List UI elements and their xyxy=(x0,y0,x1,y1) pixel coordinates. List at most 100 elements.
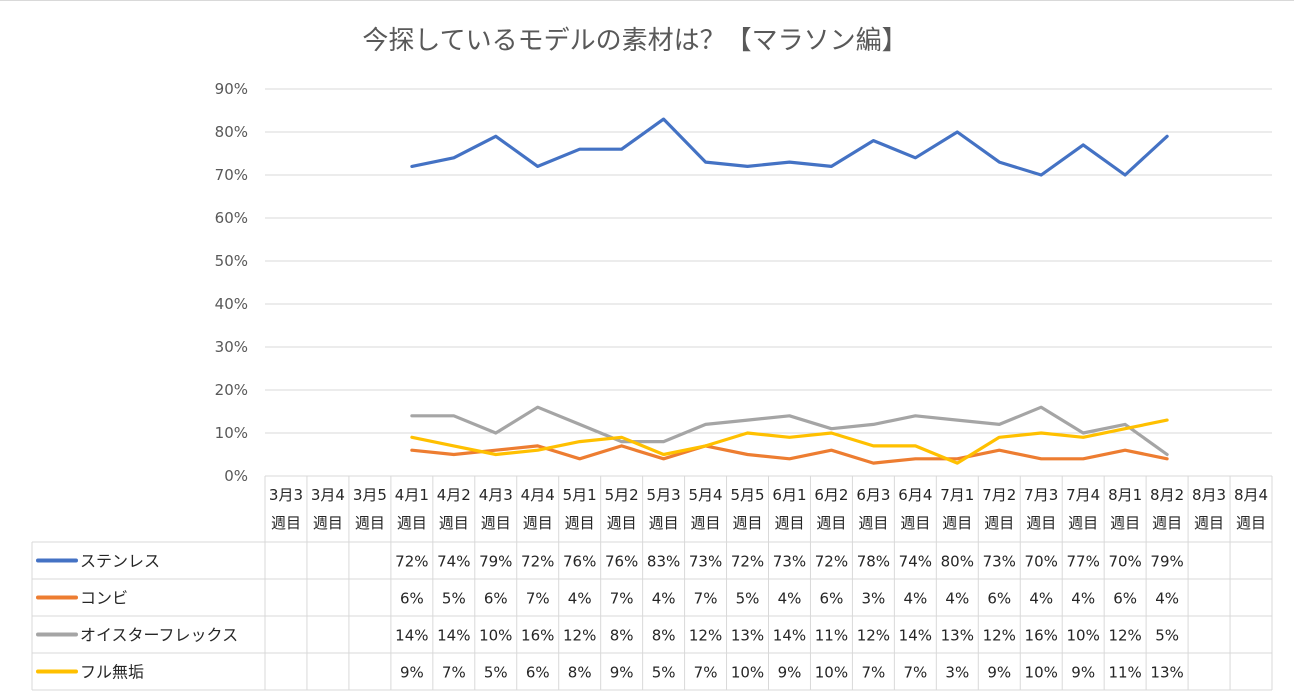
data-table-value: 77% xyxy=(1067,553,1100,571)
x-tick-label: 週目 xyxy=(313,514,343,532)
x-tick-label: 7月1 xyxy=(940,486,974,504)
data-table-value: 79% xyxy=(1150,553,1183,571)
data-table-value: 4% xyxy=(1071,590,1095,608)
x-tick-label: 8月2 xyxy=(1150,486,1184,504)
x-tick-label: 週目 xyxy=(565,514,595,532)
x-tick-label: 週目 xyxy=(439,514,469,532)
data-table-value: 12% xyxy=(857,627,890,645)
x-tick-label: 6月3 xyxy=(856,486,890,504)
data-table-value: 74% xyxy=(899,553,932,571)
data-table-value: 16% xyxy=(1025,627,1058,645)
legend-label: コンビ xyxy=(80,589,128,608)
legend-label: フル無垢 xyxy=(80,663,144,682)
data-table-value: 4% xyxy=(778,590,802,608)
data-table-value: 4% xyxy=(945,590,969,608)
chart-title: 今探しているモデルの素材は？【マラソン編】 xyxy=(362,26,907,56)
data-table-value: 72% xyxy=(815,553,848,571)
data-table-value: 73% xyxy=(689,553,722,571)
x-tick-label: 週目 xyxy=(733,514,763,532)
x-tick-label: 5月4 xyxy=(689,486,723,504)
x-tick-label: 6月4 xyxy=(898,486,932,504)
plot-lines xyxy=(410,117,1169,465)
x-tick-label: 週目 xyxy=(271,514,301,532)
data-table-value: 11% xyxy=(1108,664,1141,682)
x-tick-label: 週目 xyxy=(774,514,804,532)
data-table-value: 12% xyxy=(983,627,1016,645)
y-tick-label: 10% xyxy=(215,424,248,442)
series-line xyxy=(410,418,1169,465)
x-tick-label: 4月2 xyxy=(437,486,471,504)
data-table-value: 73% xyxy=(773,553,806,571)
data-table-value: 7% xyxy=(526,590,550,608)
x-tick-label: 3月5 xyxy=(353,486,387,504)
data-table-value: 14% xyxy=(395,627,428,645)
data-table-value: 4% xyxy=(1029,590,1053,608)
data-table-value: 3% xyxy=(945,664,969,682)
x-tick-label: 6月2 xyxy=(814,486,848,504)
data-table-value: 9% xyxy=(778,664,802,682)
x-tick-label: 週目 xyxy=(900,514,930,532)
data-table-value: 5% xyxy=(736,590,760,608)
data-table-value: 14% xyxy=(773,627,806,645)
data-table-value: 10% xyxy=(731,664,764,682)
x-tick-label: 8月1 xyxy=(1108,486,1142,504)
data-table-value: 4% xyxy=(1155,590,1179,608)
y-tick-label: 60% xyxy=(215,209,248,227)
x-tick-label: 5月3 xyxy=(647,486,681,504)
data-table-value: 12% xyxy=(689,627,722,645)
x-tick-label: 7月4 xyxy=(1066,486,1100,504)
data-table-value: 4% xyxy=(652,590,676,608)
x-tick-label: 週目 xyxy=(816,514,846,532)
data-table-value: 5% xyxy=(442,590,466,608)
data-table-value: 13% xyxy=(1150,664,1183,682)
data-table-value: 7% xyxy=(694,664,718,682)
x-tick-label: 5月2 xyxy=(605,486,639,504)
data-table-value: 7% xyxy=(861,664,885,682)
data-table-value: 13% xyxy=(731,627,764,645)
x-tick-label: 週目 xyxy=(1110,514,1140,532)
x-tick-label: 週目 xyxy=(397,514,427,532)
data-table-value: 5% xyxy=(652,664,676,682)
data-table-value: 9% xyxy=(1071,664,1095,682)
y-tick-label: 80% xyxy=(215,123,248,141)
data-table-value: 11% xyxy=(815,627,848,645)
x-tick-label: 5月5 xyxy=(730,486,764,504)
data-table-value: 10% xyxy=(479,627,512,645)
data-table-value: 7% xyxy=(442,664,466,682)
x-tick-label: 8月3 xyxy=(1192,486,1226,504)
x-tick-label: 週目 xyxy=(355,514,385,532)
x-tick-label: 5月1 xyxy=(563,486,597,504)
data-table-value: 6% xyxy=(987,590,1011,608)
data-table-value: 6% xyxy=(400,590,424,608)
x-tick-label: 週目 xyxy=(942,514,972,532)
series-line xyxy=(410,117,1169,177)
x-tick-label: 週目 xyxy=(858,514,888,532)
data-table: 3月3 週目 3月4 週目 3月5 週目 4月1 週目 4月2 週目 4月3 週目 4月4 週目 5月1 週目… xyxy=(31,476,1273,691)
data-table-value: 80% xyxy=(941,553,974,571)
y-tick-label: 70% xyxy=(215,166,248,184)
y-tick-label: 20% xyxy=(215,381,248,399)
data-table-value: 13% xyxy=(941,627,974,645)
data-table-value: 12% xyxy=(563,627,596,645)
x-tick-label: 週目 xyxy=(607,514,637,532)
x-tick-label: 4月3 xyxy=(479,486,513,504)
y-tick-label: 40% xyxy=(215,295,248,313)
x-tick-label: 週目 xyxy=(649,514,679,532)
data-table-value: 6% xyxy=(1113,590,1137,608)
data-table-value: 72% xyxy=(521,553,554,571)
data-table-value: 9% xyxy=(400,664,424,682)
x-tick-label: 週目 xyxy=(523,514,553,532)
data-table-value: 10% xyxy=(1025,664,1058,682)
x-tick-label: 週目 xyxy=(481,514,511,532)
legend-label: ステンレス xyxy=(80,552,160,571)
x-tick-label: 週目 xyxy=(1152,514,1182,532)
data-table-value: 8% xyxy=(652,627,676,645)
data-table-value: 8% xyxy=(568,664,592,682)
x-tick-label: 7月3 xyxy=(1024,486,1058,504)
data-table-value: 14% xyxy=(899,627,932,645)
data-table-value: 10% xyxy=(1067,627,1100,645)
x-tick-label: 3月3 xyxy=(269,486,303,504)
data-table-value: 73% xyxy=(983,553,1016,571)
y-axis: 0% 10% 20% 30% 40% 50% 60% 70% 80% 90% xyxy=(215,80,248,485)
